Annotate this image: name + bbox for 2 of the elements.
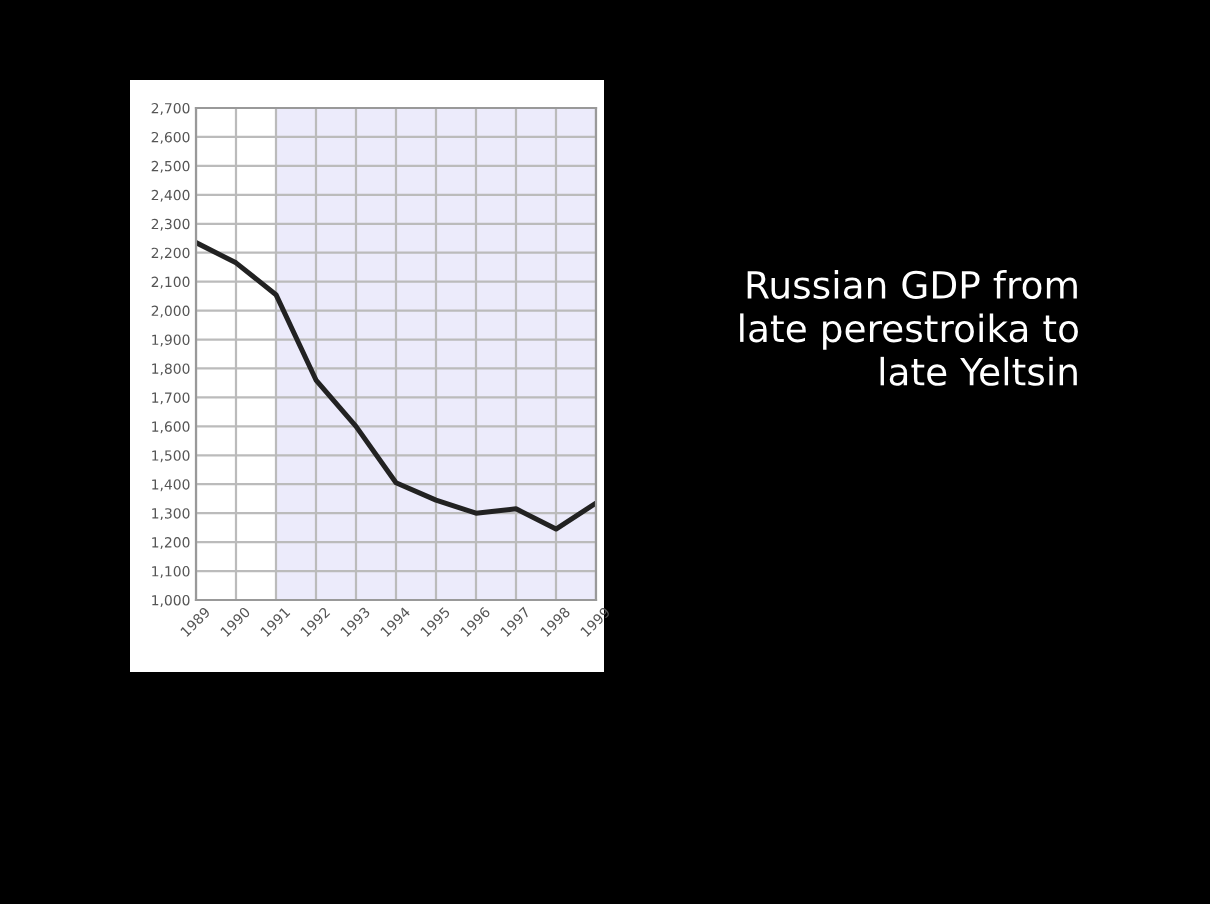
text: Russian GDP from late perestroika to late Yeltsin — [740, 270, 1078, 386]
line-series — [196, 240, 596, 532]
